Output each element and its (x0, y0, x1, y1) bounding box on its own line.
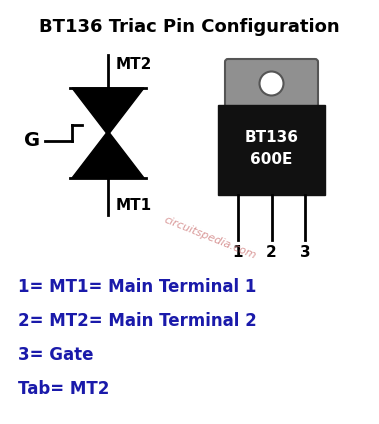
Text: MT1: MT1 (116, 198, 152, 213)
Polygon shape (72, 88, 144, 135)
Text: BT136: BT136 (244, 131, 299, 145)
Text: MT2: MT2 (116, 57, 152, 72)
Text: circuitspedia.com: circuitspedia.com (163, 215, 258, 261)
Text: 1= MT1= Main Terminal 1: 1= MT1= Main Terminal 1 (18, 278, 256, 296)
Text: 1: 1 (233, 245, 243, 260)
Circle shape (260, 72, 283, 95)
Text: BT136 Triac Pin Configuration: BT136 Triac Pin Configuration (39, 18, 339, 36)
Text: 3: 3 (300, 245, 310, 260)
Text: 3= Gate: 3= Gate (18, 346, 94, 364)
Polygon shape (72, 131, 144, 178)
Text: Tab= MT2: Tab= MT2 (18, 380, 110, 398)
Text: G: G (24, 131, 40, 151)
Text: 600E: 600E (250, 153, 293, 167)
Bar (218, 105, 325, 195)
Text: 2= MT2= Main Terminal 2: 2= MT2= Main Terminal 2 (18, 312, 257, 330)
Text: 2: 2 (266, 245, 277, 260)
FancyBboxPatch shape (225, 59, 318, 108)
